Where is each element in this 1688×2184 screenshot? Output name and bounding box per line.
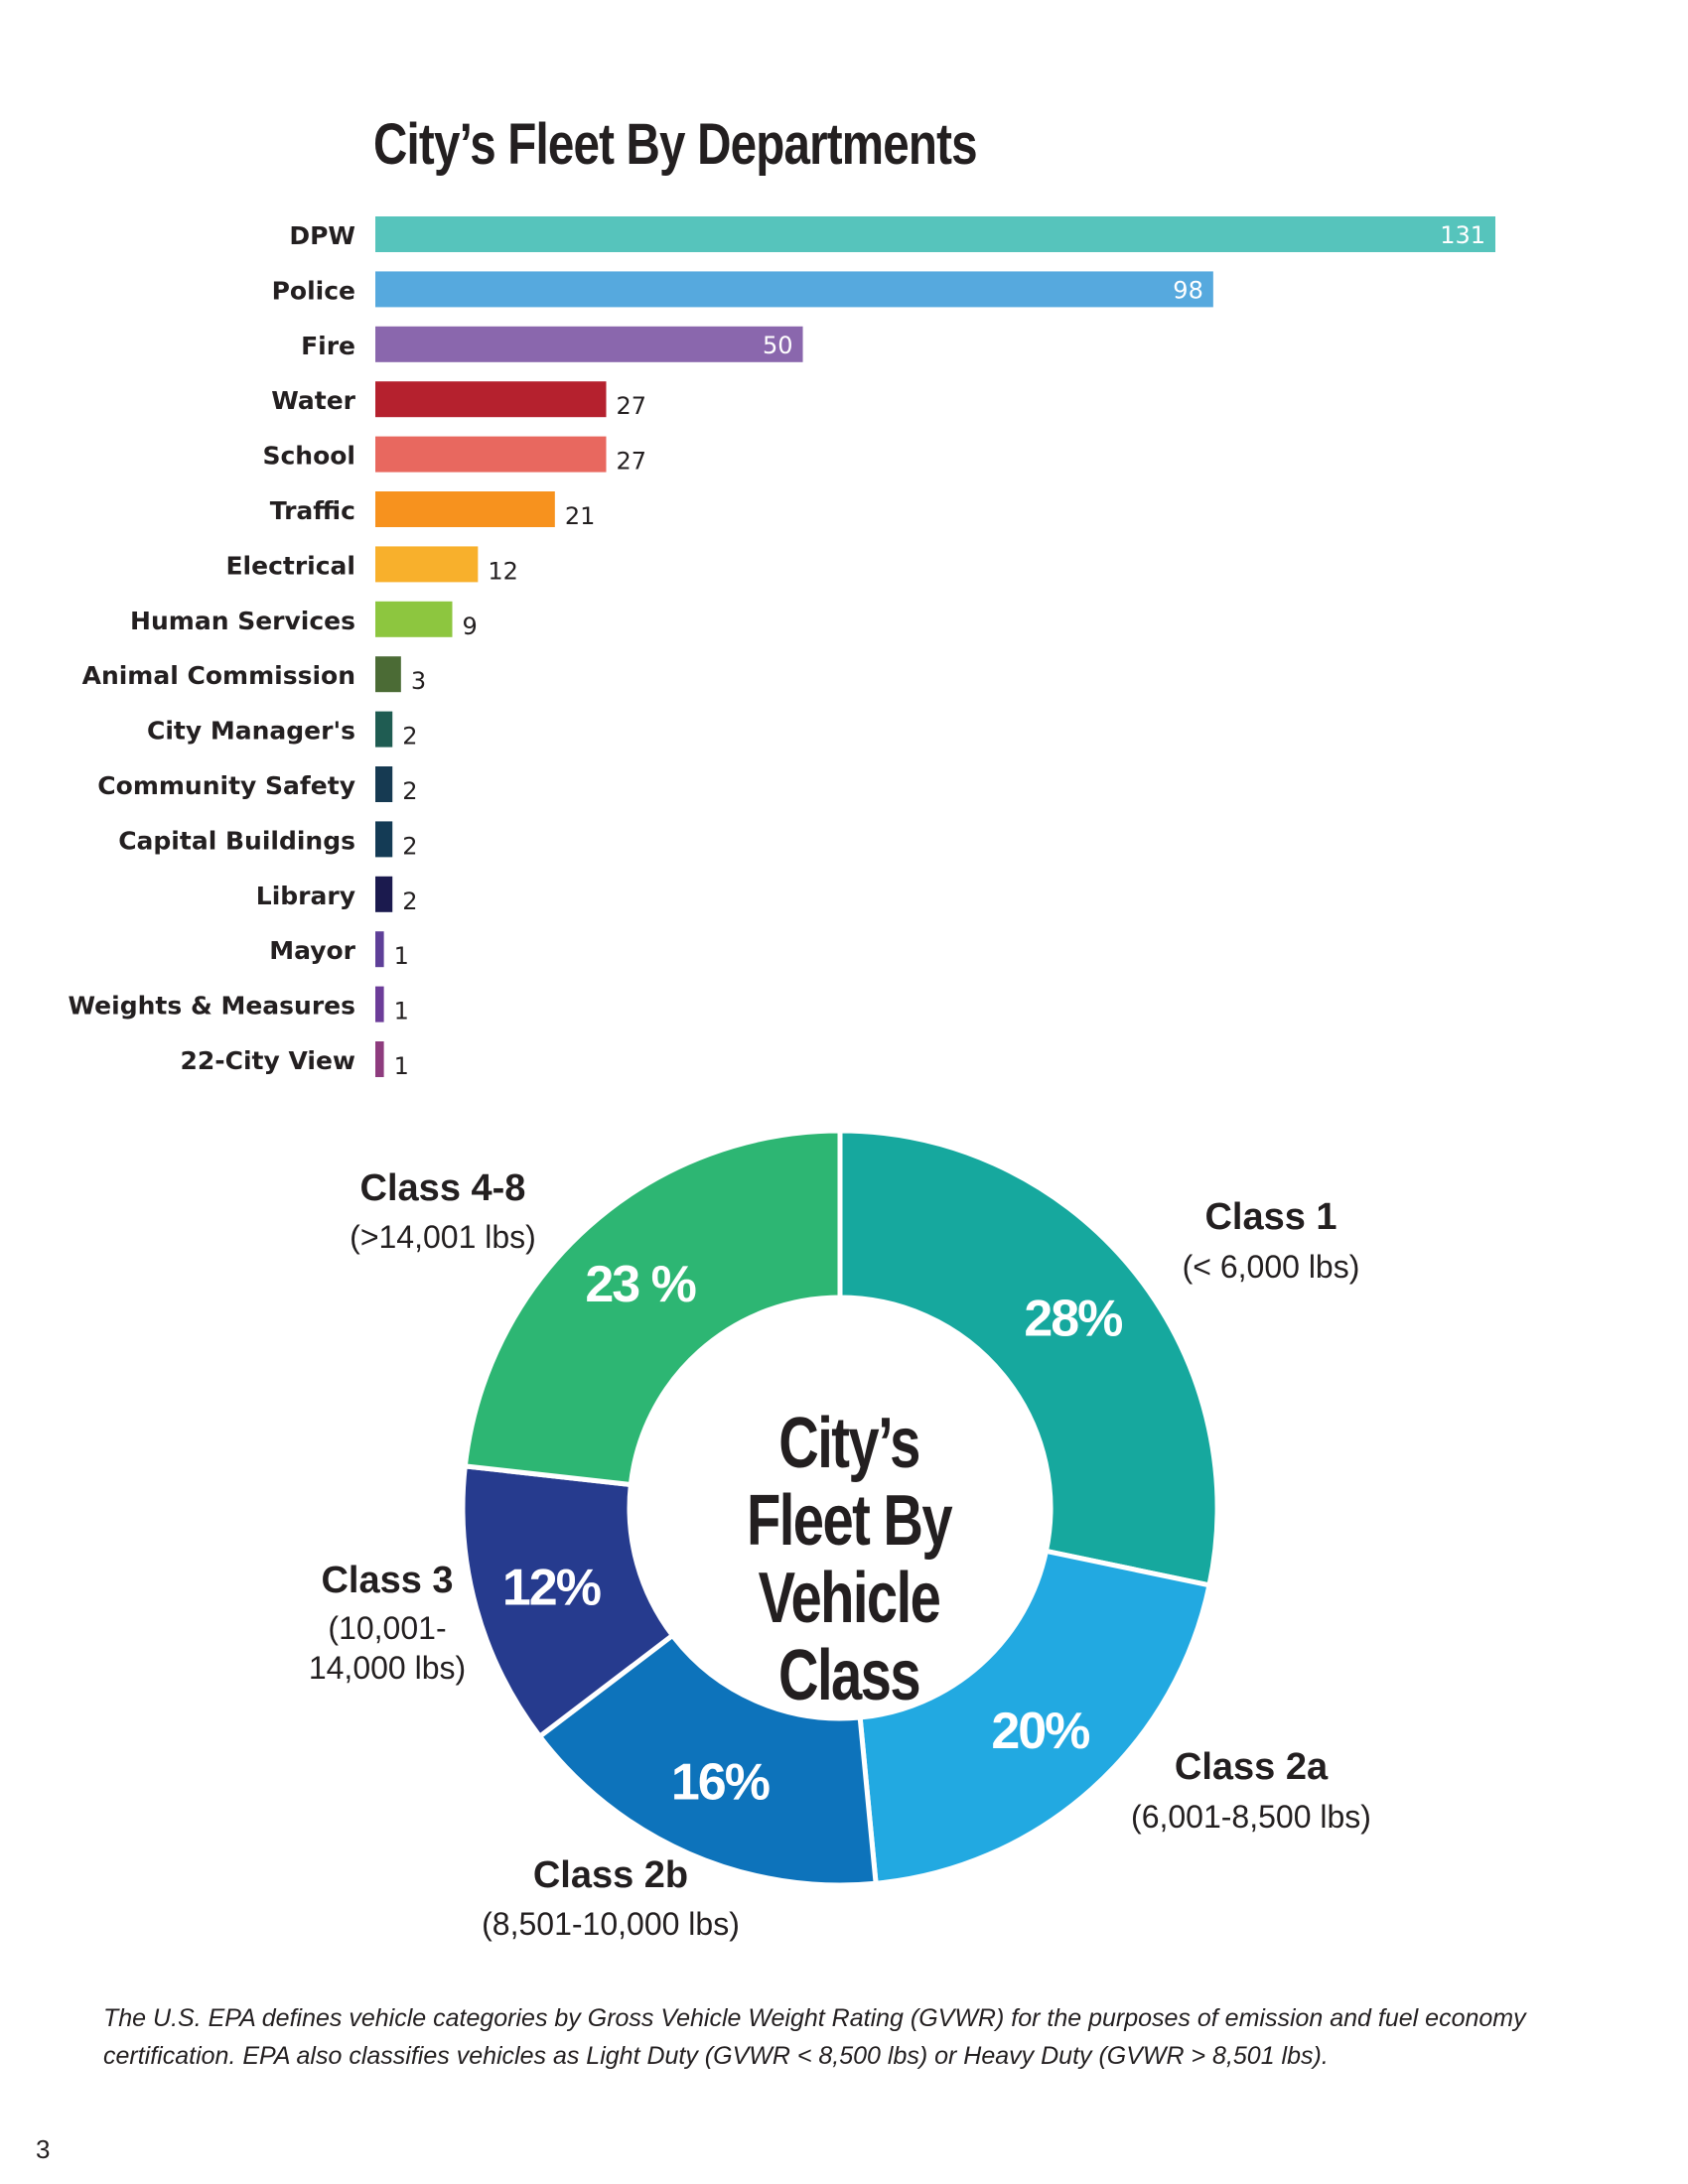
bar-category-label: Capital Buildings [118, 826, 355, 855]
bar-category-label: Fire [301, 332, 355, 360]
bar-3 [375, 381, 607, 418]
class-2b-name: Class 2b [532, 1854, 689, 1896]
class-3-name: Class 3 [321, 1560, 454, 1601]
bar-9 [375, 711, 393, 748]
bar-category-label: Mayor [269, 936, 355, 965]
bar-category-label: Weights & Measures [69, 992, 356, 1021]
bar-category-label: Community Safety [97, 771, 355, 800]
bar-value-label: 21 [565, 502, 596, 530]
donut-percent-label: 20% [991, 1703, 1089, 1760]
class-1-name: Class 1 [1204, 1196, 1337, 1238]
bar-category-label: 22-City View [180, 1046, 355, 1075]
bar-value-label: 2 [402, 723, 417, 751]
bar-14 [375, 986, 384, 1023]
class-4-8-name: Class 4-8 [359, 1167, 526, 1209]
bar-category-label: Police [272, 276, 355, 305]
bar-0 [375, 216, 1495, 252]
bar-value-label: 27 [616, 448, 646, 476]
bar-category-label: Water [271, 386, 355, 415]
class-2a-weight: (6,001-8,500 lbs) [1131, 1799, 1371, 1835]
donut-percent-label: 16% [671, 1754, 770, 1812]
bar-value-label: 2 [402, 887, 417, 915]
bar-category-label: Human Services [130, 607, 355, 635]
donut-percent-label: 12% [502, 1559, 601, 1616]
bar-11 [375, 821, 393, 858]
donut-percent-label: 23 % [585, 1256, 695, 1313]
donut-center-title: City’s Fleet By Vehicle Class [747, 1404, 953, 1715]
bar-4 [375, 436, 607, 473]
bar-category-label: Traffic [270, 496, 355, 525]
donut-slice-0 [837, 1128, 1220, 1588]
vehicle-class-donut-chart: 28% 20% 16% 12% 23 % [462, 1128, 1220, 1888]
bar-value-label: 9 [462, 613, 477, 640]
bar-8 [375, 656, 401, 693]
bar-category-label: Electrical [225, 551, 355, 580]
bar-2 [375, 326, 803, 362]
bar-value-label: 131 [1440, 221, 1485, 249]
bar-value-label: 50 [763, 332, 793, 359]
bar-12 [375, 876, 393, 912]
bar-10 [375, 766, 393, 802]
donut-slice-2 [536, 1631, 879, 1888]
bar-category-label: City Manager's [147, 717, 355, 746]
page-number: 3 [36, 2134, 51, 2164]
bar-13 [375, 931, 384, 968]
bar-category-label: School [262, 442, 355, 471]
bar-value-label: 2 [402, 777, 417, 805]
class-1-weight: (< 6,000 lbs) [1182, 1249, 1360, 1285]
bar-value-label: 12 [488, 557, 518, 585]
bar-6 [375, 546, 479, 583]
bar-value-label: 27 [616, 392, 646, 420]
bar-value-label: 1 [394, 1052, 409, 1080]
bar-15 [375, 1041, 384, 1077]
bar-value-label: 2 [402, 832, 417, 860]
bar-category-label: DPW [289, 221, 355, 250]
class-3-weight: (10,001-14,000 lbs) [308, 1610, 467, 1686]
epa-footnote: The U.S. EPA defines vehicle categories … [103, 2004, 1526, 2070]
bar-value-label: 1 [394, 942, 409, 970]
donut-slice-1 [857, 1548, 1212, 1887]
bar-1 [375, 271, 1213, 308]
class-4-8-weight: (>14,001 lbs) [350, 1219, 536, 1255]
bar-chart-title: City’s Fleet By Departments [373, 112, 978, 177]
bar-7 [375, 601, 453, 637]
bar-category-label: Library [256, 882, 355, 910]
bar-5 [375, 491, 555, 527]
class-2b-weight: (8,501-10,000 lbs) [482, 1906, 740, 1942]
bar-value-label: 1 [394, 998, 409, 1025]
donut-percent-label: 28% [1024, 1291, 1122, 1348]
bar-category-label: Animal Commission [82, 661, 355, 690]
bar-value-label: 3 [411, 667, 426, 695]
class-2a-name: Class 2a [1174, 1746, 1329, 1788]
bar-value-label: 98 [1173, 276, 1203, 304]
donut-slice-4 [462, 1128, 843, 1488]
